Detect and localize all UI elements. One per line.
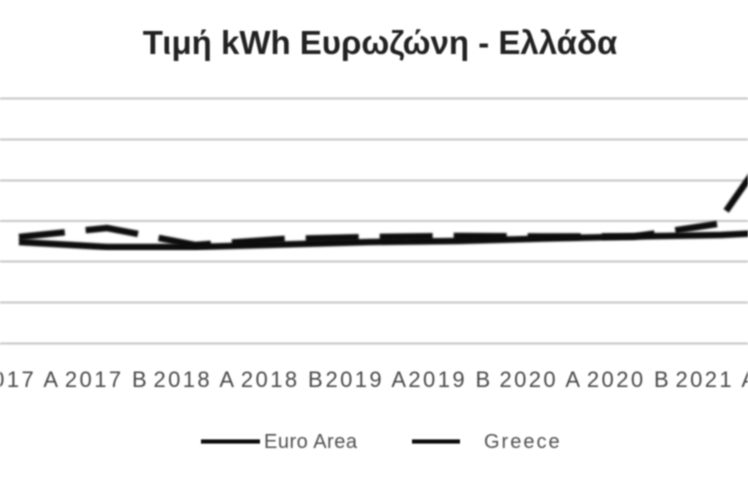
svg-text:2021 A: 2021 A (676, 367, 748, 392)
svg-text:2019 B: 2019 B (408, 367, 492, 392)
svg-text:Euro Area: Euro Area (264, 431, 358, 453)
svg-text:2020 B: 2020 B (587, 367, 671, 392)
svg-text:Greece: Greece (484, 431, 562, 453)
svg-text:2018 A: 2018 A (154, 367, 237, 392)
svg-text:2019 A: 2019 A (326, 367, 409, 392)
svg-text:2018 B: 2018 B (241, 367, 325, 392)
svg-text:2017 A: 2017 A (0, 367, 60, 392)
svg-text:2017 B: 2017 B (65, 367, 149, 392)
svg-text:Τιμή kWh Ευρωζώνη - Ελλάδα: Τιμή kWh Ευρωζώνη - Ελλάδα (143, 24, 618, 61)
svg-text:2020 A: 2020 A (500, 367, 583, 392)
